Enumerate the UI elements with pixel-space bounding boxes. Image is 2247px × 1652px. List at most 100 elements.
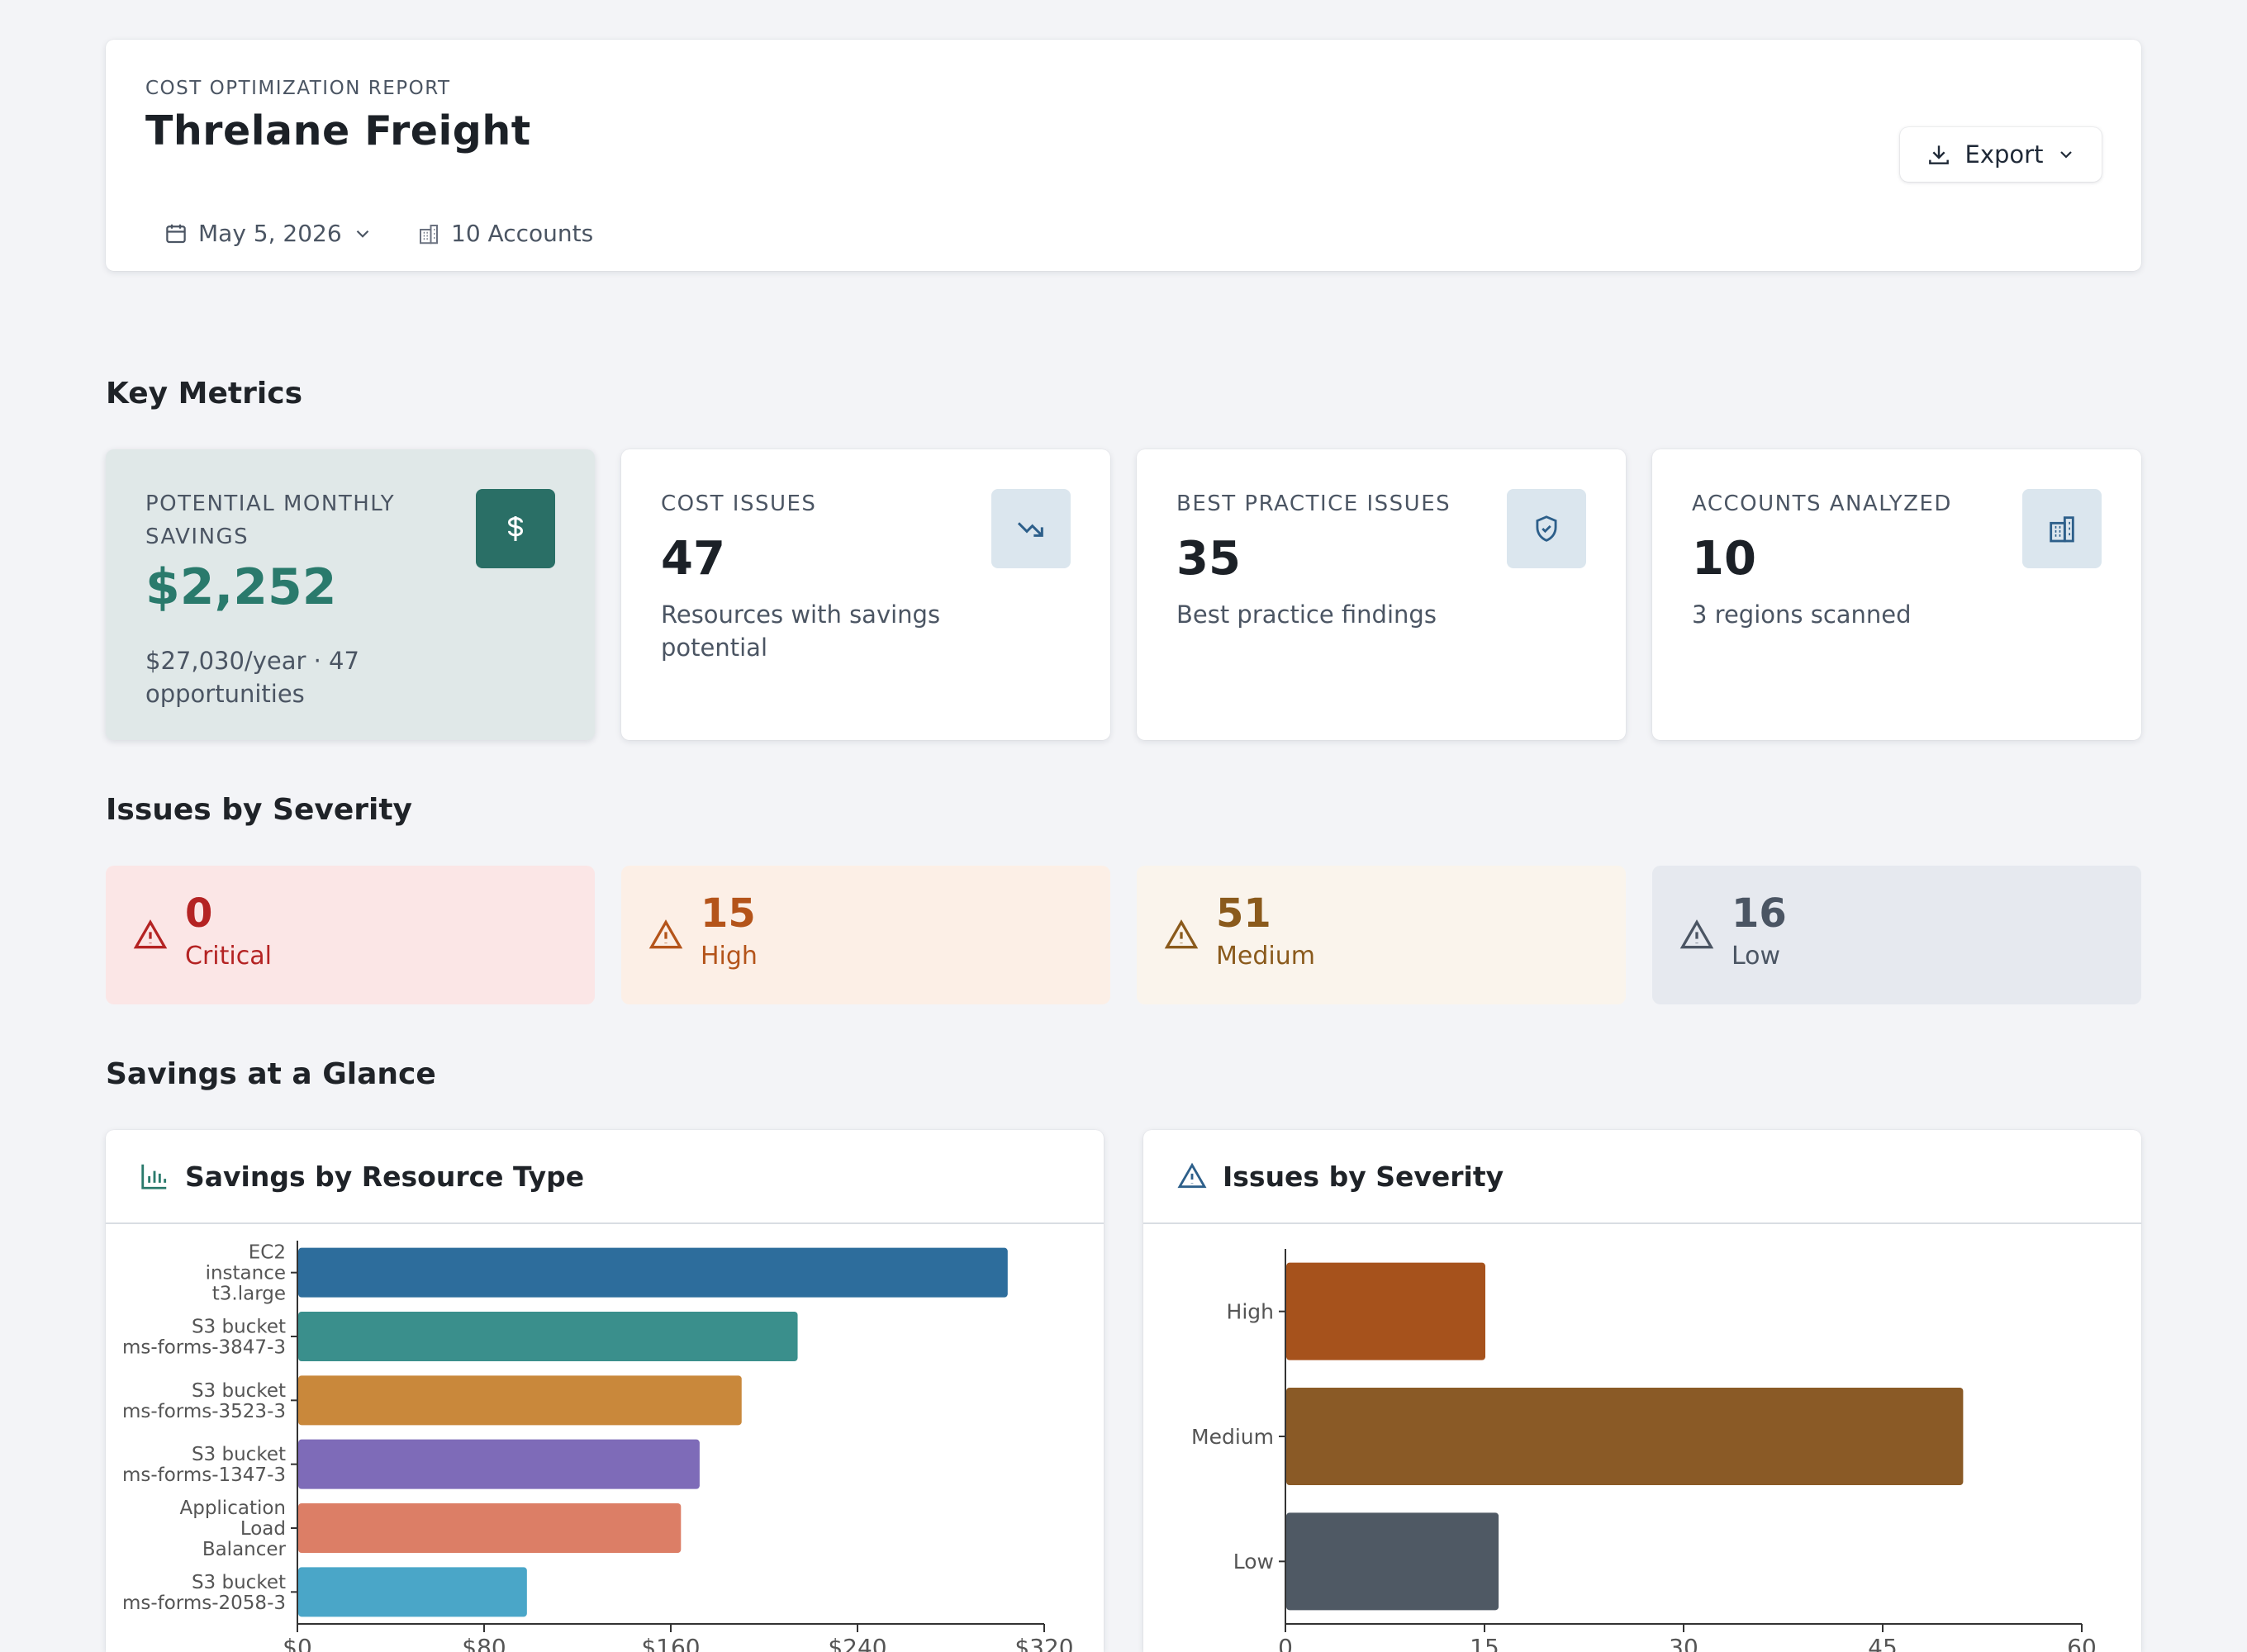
x-tick-label: 30 [1669,1634,1698,1652]
kpi-subtext: Resources with savings potential [661,601,941,662]
section-title-key-metrics: Key Metrics [106,377,302,411]
category-label-line: ms-forms-2058-3 [122,1593,286,1614]
chart-header: Savings by Resource Type [106,1130,1104,1224]
building-icon [2022,489,2102,568]
report-header: COST OPTIMIZATION REPORT Threlane Freigh… [106,40,2141,271]
category-label-line: Medium [1191,1425,1274,1449]
warning-icon [648,919,683,949]
bar [1286,1262,1485,1360]
x-tick-label: 45 [1868,1634,1898,1652]
export-button[interactable]: Export [1900,127,2102,182]
chevron-down-icon [356,230,368,238]
severity-label: Medium [1216,942,1315,971]
category-label: Low [1233,1550,1274,1574]
bar [298,1567,527,1617]
severity-label: High [701,942,758,971]
severity-label: Critical [185,942,272,971]
issues-by-severity-chart: High Medium Low 0 15 30 45 60 [1191,1249,2097,1652]
x-tick-label: 60 [2067,1634,2097,1652]
date-label: May 5, 2026 [198,220,342,247]
section-title-issues-by-severity: Issues by Severity [106,793,413,827]
category-label-line: S3 bucket [192,1380,286,1402]
kpi-subtext: 3 regions scanned [1692,601,1912,629]
x-tick-label: $320 [1014,1634,1073,1652]
severity-count: 51 [1216,890,1271,937]
chart-card-issues-by-severity: Issues by Severity High Medium Low 0 15 30 45 6… [1143,1130,2141,1652]
report-eyebrow: COST OPTIMIZATION REPORT [145,78,451,99]
category-label-line: t3.large [212,1284,286,1305]
chart-title: Issues by Severity [1223,1160,1504,1193]
warning-icon [1164,919,1199,949]
bar [1286,1388,1964,1485]
category-label-line: S3 bucket [192,1444,286,1465]
warning-icon [133,919,168,949]
chevron-down-icon [2060,151,2073,159]
category-label-line: ms-forms-1347-3 [122,1464,286,1486]
bar [298,1503,682,1553]
chart-title: Savings by Resource Type [185,1160,585,1193]
kpi-label: ACCOUNTS ANALYZED [1692,491,1952,516]
severity-count: 0 [185,890,213,937]
x-tick-label: 0 [1278,1634,1293,1652]
severity-label: Low [1732,942,1781,971]
category-label-line: S3 bucket [192,1317,286,1338]
category-label: S3 bucket ms-forms-3523-3 [122,1380,286,1422]
x-tick-label: $0 [283,1634,312,1652]
kpi-card-accounts: ACCOUNTS ANALYZED 10 3 regions scanned [1652,449,2141,740]
category-label-line: High [1227,1299,1274,1323]
calendar-icon [166,224,186,243]
bar [298,1375,742,1426]
dollar-icon [476,489,555,568]
category-label: EC2 instance t3.large [206,1242,286,1305]
kpi-card-cost-issues: COST ISSUES 47 Resources with savings po… [621,449,1110,740]
kpi-value: 47 [661,532,725,586]
chart-header: Issues by Severity [1143,1130,2141,1224]
shield-check-icon [1507,489,1586,568]
category-label: Application Load Balancer [179,1498,286,1560]
category-label: High [1227,1299,1274,1323]
trending-down-icon [991,489,1071,568]
warning-icon [1177,1162,1207,1189]
kpi-label: BEST PRACTICE ISSUES [1176,491,1451,516]
category-label-line: Application [179,1498,286,1519]
category-label: S3 bucket ms-forms-3847-3 [122,1317,286,1359]
accounts-label: 10 Accounts [451,220,594,247]
severity-count: 15 [701,890,756,937]
kpi-value: $2,252 [145,558,337,616]
section-title-savings-glance: Savings at a Glance [106,1057,436,1091]
warning-icon [1679,919,1714,949]
x-tick-label: 15 [1470,1634,1499,1652]
x-tick-label: $160 [641,1634,700,1652]
kpi-card-savings: POTENTIAL MONTHLY SAVINGS $2,252 $27,030… [106,449,595,740]
category-label: S3 bucket ms-forms-1347-3 [122,1444,286,1486]
kpi-value: 10 [1692,532,1756,586]
date-picker[interactable]: May 5, 2026 [164,220,373,247]
severity-card-high[interactable]: 15 High [621,866,1110,1004]
kpi-label: POTENTIAL MONTHLY SAVINGS [145,491,396,549]
download-icon [1928,145,1949,164]
severity-card-medium[interactable]: 51 Medium [1137,866,1626,1004]
severity-count: 16 [1732,890,1787,937]
x-tick-label: $80 [462,1634,506,1652]
bar [298,1247,1008,1298]
severity-card-critical[interactable]: 0 Critical [106,866,595,1004]
building-icon [420,224,438,244]
category-label-line: Load [240,1518,286,1540]
category-label-line: EC2 [249,1242,286,1264]
export-label: Export [1964,140,2044,169]
category-label: Medium [1191,1425,1274,1449]
category-label-line: instance [206,1263,286,1284]
bar [1286,1512,1499,1611]
category-label: S3 bucket ms-forms-2058-3 [122,1572,286,1614]
kpi-label: COST ISSUES [661,491,817,516]
x-tick-label: $240 [828,1634,886,1652]
savings-by-resource-chart: EC2 instance t3.large S3 bucket ms-forms-384… [122,1241,1074,1652]
kpi-value: 35 [1176,532,1241,586]
page-title: Threlane Freight [145,107,531,154]
kpi-subtext: Best practice findings [1176,601,1437,629]
bar [298,1312,798,1361]
severity-card-low[interactable]: 16 Low [1652,866,2141,1004]
kpi-subtext: $27,030/year · 47 opportunities [145,647,359,708]
kpi-card-best-practice: BEST PRACTICE ISSUES 35 Best practice fi… [1137,449,1626,740]
bar [298,1439,700,1489]
